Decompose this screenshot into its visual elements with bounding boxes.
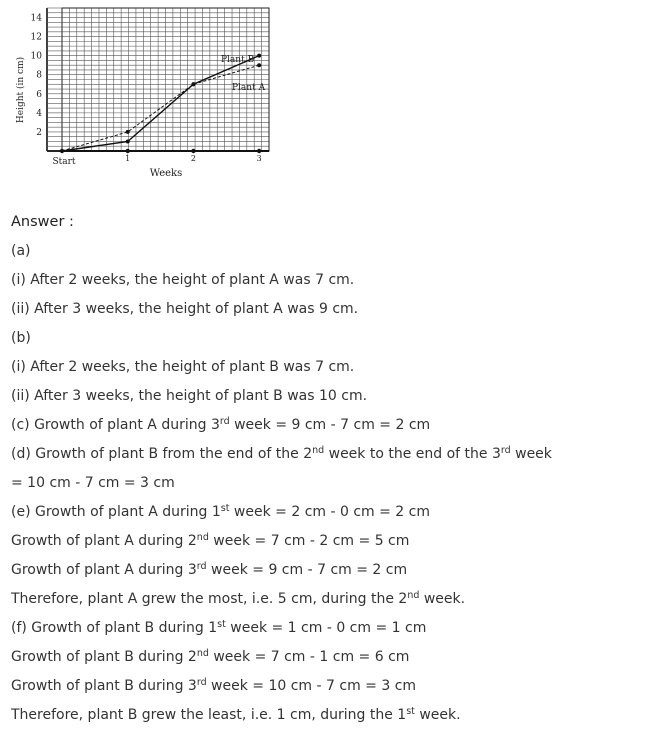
answer-title: Answer : — [11, 214, 74, 230]
answer-text: (ii) After 3 weeks, the height of plant … — [11, 388, 368, 404]
answer-line: Growth of plant B during 3rd week = 10 c… — [11, 672, 651, 701]
data-point — [257, 53, 262, 58]
answer-line: (b) — [11, 324, 651, 353]
answer-text: (ii) After 3 weeks, the height of plant … — [11, 301, 359, 317]
answer-line: Therefore, plant B grew the least, i.e. … — [11, 701, 651, 730]
ordinal-suffix: st — [220, 503, 230, 514]
answer-text: (c) Growth of plant A during 3 — [11, 417, 220, 433]
answer-text: Growth of plant A during 3 — [11, 562, 197, 578]
answer-text: = 10 cm - 7 cm = 3 cm — [11, 475, 175, 491]
answer-text: (i) After 2 weeks, the height of plant B… — [11, 359, 355, 375]
answer-text: Growth of plant B during 3 — [11, 678, 197, 694]
answer-text: week = 10 cm - 7 cm = 3 cm — [206, 678, 417, 694]
x-tick-label: Start — [52, 157, 75, 167]
series-label: Plant A — [232, 83, 266, 93]
answer-text: week — [510, 446, 552, 462]
ordinal-suffix: rd — [196, 677, 207, 688]
answer-line: (d) Growth of plant B from the end of th… — [11, 440, 651, 469]
answer-text: week to the end of the 3 — [324, 446, 501, 462]
answer-text: Growth of plant B during 2 — [11, 649, 197, 665]
ordinal-suffix: st — [406, 706, 415, 717]
x-tick-dot — [125, 148, 130, 154]
x-tick-label: 1 — [125, 154, 130, 163]
data-point — [125, 129, 130, 134]
y-tick-label: 2 — [36, 128, 42, 138]
answer-line: (e) Growth of plant A during 1st week = … — [11, 498, 651, 527]
x-tick-dot — [191, 148, 196, 154]
answer-text: (f) Growth of plant B during 1 — [11, 620, 218, 636]
answer-text: week = 7 cm - 2 cm = 5 cm — [208, 533, 410, 549]
series-line-plant-b — [61, 55, 260, 152]
answer-line: (i) After 2 weeks, the height of plant A… — [11, 266, 651, 295]
answer-text: week = 9 cm - 7 cm = 2 cm — [229, 417, 431, 433]
x-tick-label: 3 — [257, 154, 262, 163]
ordinal-suffix: st — [217, 619, 226, 630]
x-axis-title: Weeks — [150, 168, 183, 179]
answer-line: (i) After 2 weeks, the height of plant B… — [11, 353, 651, 382]
answer-text: week = 1 cm - 0 cm = 1 cm — [225, 620, 427, 636]
answer-line: (ii) After 3 weeks, the height of plant … — [11, 382, 651, 411]
ordinal-suffix: nd — [196, 532, 209, 543]
answer-text: (d) Growth of plant B from the end of th… — [11, 446, 313, 462]
answer-text: Growth of plant A during 2 — [11, 533, 197, 549]
x-tick-label: 2 — [191, 154, 196, 163]
answer-line: Therefore, plant A grew the most, i.e. 5… — [11, 585, 651, 614]
answer-line: = 10 cm - 7 cm = 3 cm — [11, 469, 651, 498]
answer-text: (b) — [11, 330, 31, 346]
answer-line: Growth of plant A during 3rd week = 9 cm… — [11, 556, 651, 585]
y-tick-label: 12 — [31, 33, 42, 43]
answer-text: (i) After 2 weeks, the height of plant A… — [11, 272, 355, 288]
y-tick-label: 4 — [36, 109, 42, 119]
series-label: Plant B — [221, 55, 255, 65]
answer-text: week = 9 cm - 7 cm = 2 cm — [206, 562, 408, 578]
chart-series — [61, 53, 262, 152]
answer-line: (c) Growth of plant A during 3rd week = … — [11, 411, 651, 440]
y-tick-label: 8 — [36, 71, 42, 81]
answer-text: Therefore, plant A grew the most, i.e. 5… — [11, 591, 408, 607]
answer-lines: (a) (i) After 2 weeks, the height of plan… — [11, 237, 651, 730]
answer-line: Growth of plant A during 2nd week = 7 cm… — [11, 527, 651, 556]
answer-line: (a) — [11, 237, 651, 266]
answer-text: week. — [414, 707, 461, 723]
x-tick-dot — [256, 148, 262, 154]
answer-line: (f) Growth of plant B during 1st week = … — [11, 614, 651, 643]
answer-section: Answer : (a) (i) After 2 weeks, the heigh… — [11, 208, 651, 730]
answer-text: (a) — [11, 243, 31, 259]
answer-text: week = 2 cm - 0 cm = 2 cm — [229, 504, 430, 520]
ordinal-suffix: nd — [407, 590, 420, 601]
chart-grid — [61, 7, 270, 152]
ordinal-suffix: rd — [219, 416, 230, 427]
chart-axes — [46, 7, 269, 154]
y-tick-label: 14 — [31, 14, 43, 24]
ordinal-suffix: nd — [312, 445, 325, 456]
answer-text: week. — [419, 591, 466, 607]
data-point — [191, 82, 196, 87]
answer-line: (ii) After 3 weeks, the height of plant … — [11, 295, 651, 324]
y-axis-title: Height (in cm) — [15, 57, 26, 123]
answer-text: week = 7 cm - 1 cm = 6 cm — [208, 649, 410, 665]
answer-text: Therefore, plant B grew the least, i.e. … — [11, 707, 407, 723]
y-tick-label: 6 — [36, 90, 42, 100]
data-point — [125, 139, 130, 144]
answer-text: (e) Growth of plant A during 1 — [11, 504, 221, 520]
ordinal-suffix: nd — [196, 648, 209, 659]
ordinal-suffix: rd — [500, 445, 511, 456]
y-tick-label: 10 — [31, 52, 43, 62]
ordinal-suffix: rd — [196, 561, 207, 572]
answer-line: Growth of plant B during 2nd week = 7 cm… — [11, 643, 651, 672]
data-point — [257, 63, 262, 68]
